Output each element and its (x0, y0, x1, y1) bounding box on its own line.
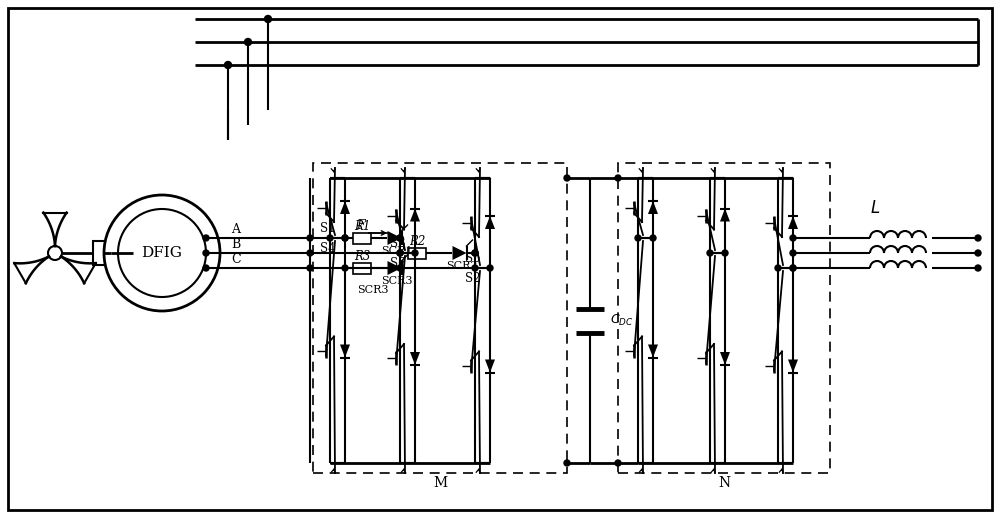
Circle shape (975, 265, 981, 271)
Polygon shape (788, 216, 798, 229)
Circle shape (104, 195, 220, 311)
Text: F: F (356, 219, 364, 232)
Polygon shape (388, 231, 402, 245)
Polygon shape (648, 201, 658, 214)
Text: S1: S1 (320, 222, 336, 235)
Circle shape (615, 175, 621, 181)
Circle shape (342, 235, 348, 241)
Circle shape (775, 265, 781, 271)
Polygon shape (485, 359, 495, 372)
Circle shape (564, 460, 570, 466)
Circle shape (342, 265, 348, 271)
Text: B: B (231, 237, 241, 251)
Text: A: A (232, 223, 241, 236)
Circle shape (397, 235, 403, 241)
Polygon shape (340, 201, 350, 214)
Polygon shape (788, 359, 798, 372)
Polygon shape (720, 352, 730, 365)
Circle shape (307, 235, 313, 241)
Circle shape (615, 460, 621, 466)
Text: R1: R1 (354, 220, 370, 233)
Circle shape (397, 250, 403, 256)
Text: DFIG: DFIG (142, 246, 183, 260)
Polygon shape (340, 344, 350, 357)
Text: SCR2: SCR2 (446, 261, 477, 271)
Circle shape (790, 235, 796, 241)
Text: R2: R2 (409, 235, 425, 248)
Circle shape (722, 250, 728, 256)
Text: C: C (231, 252, 241, 266)
Polygon shape (388, 261, 402, 275)
Bar (618, 163, 830, 473)
Text: S5: S5 (465, 252, 481, 265)
Circle shape (790, 265, 796, 271)
Circle shape (203, 265, 209, 271)
Text: SCR3: SCR3 (381, 276, 412, 286)
Polygon shape (452, 246, 466, 260)
Text: S4: S4 (320, 241, 336, 254)
Circle shape (707, 250, 713, 256)
Circle shape (118, 209, 206, 297)
Circle shape (203, 235, 209, 241)
Text: S6: S6 (390, 256, 406, 269)
Circle shape (635, 235, 641, 241)
Text: M: M (433, 476, 447, 490)
Circle shape (472, 250, 478, 256)
Circle shape (327, 235, 333, 241)
Polygon shape (648, 344, 658, 357)
Polygon shape (410, 209, 420, 222)
Circle shape (790, 250, 796, 256)
Bar (313, 163, 567, 473)
Bar (93, 241, 111, 265)
Text: R3: R3 (354, 250, 370, 263)
Circle shape (472, 265, 478, 271)
Circle shape (245, 38, 252, 46)
Circle shape (203, 250, 209, 256)
Circle shape (472, 250, 478, 256)
Text: S2: S2 (465, 271, 481, 284)
Circle shape (790, 265, 796, 271)
Circle shape (48, 246, 62, 260)
Circle shape (397, 250, 403, 256)
Bar (353, 263, 371, 274)
Polygon shape (485, 216, 495, 229)
Circle shape (564, 175, 570, 181)
Bar (353, 233, 371, 243)
Circle shape (342, 235, 348, 241)
Circle shape (487, 265, 493, 271)
Circle shape (412, 250, 418, 256)
Text: SCR3: SCR3 (357, 285, 388, 295)
Circle shape (650, 235, 656, 241)
Text: N: N (718, 476, 730, 490)
Circle shape (307, 250, 313, 256)
Circle shape (397, 265, 403, 271)
Circle shape (265, 16, 272, 22)
Circle shape (975, 250, 981, 256)
Polygon shape (410, 352, 420, 365)
Bar (408, 248, 426, 258)
Polygon shape (720, 209, 730, 222)
Circle shape (225, 62, 232, 68)
Circle shape (397, 235, 403, 241)
Text: S3: S3 (390, 237, 406, 250)
Circle shape (975, 235, 981, 241)
Circle shape (307, 265, 313, 271)
Text: $C_{DC}$: $C_{DC}$ (610, 313, 634, 328)
Text: $L$: $L$ (870, 199, 880, 217)
Text: SCR1: SCR1 (381, 246, 412, 256)
